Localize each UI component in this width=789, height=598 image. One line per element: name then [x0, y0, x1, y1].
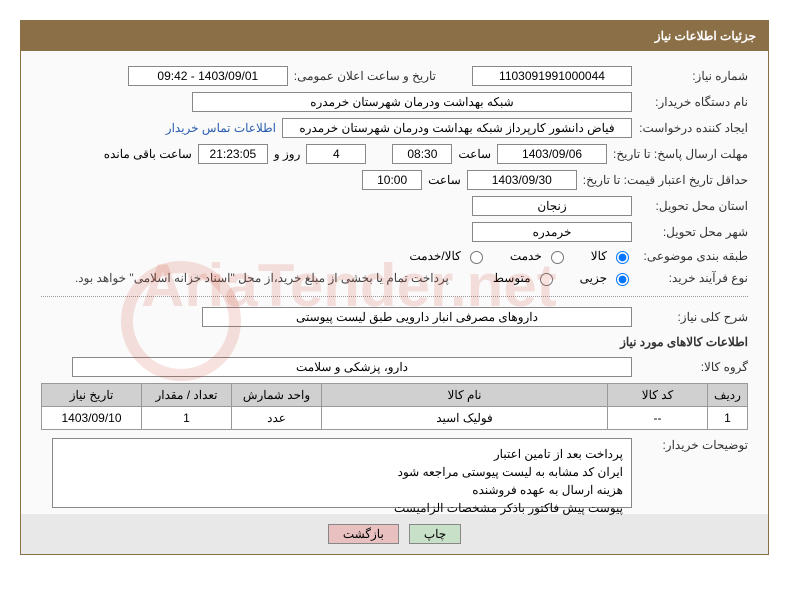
th-need-date: تاریخ نیاز — [42, 384, 142, 407]
province-field[interactable] — [472, 196, 632, 216]
overall-desc-field[interactable] — [202, 307, 632, 327]
day-and-label: روز و — [274, 147, 301, 161]
cell-name: فولیک اسید — [322, 407, 608, 430]
buyer-notes-label: توضیحات خریدار: — [638, 438, 748, 452]
min-valid-date-field[interactable] — [467, 170, 577, 190]
back-button[interactable]: بازگشت — [328, 524, 399, 544]
panel-title: جزئیات اطلاعات نیاز — [21, 21, 768, 51]
proc-medium-text: متوسط — [493, 271, 531, 285]
need-no-field[interactable] — [472, 66, 632, 86]
th-qty: تعداد / مقدار — [142, 384, 232, 407]
class-both-radio[interactable] — [470, 251, 483, 264]
reply-date-field[interactable] — [497, 144, 607, 164]
city-label: شهر محل تحویل: — [638, 225, 748, 239]
buyer-note-line: پرداخت بعد از تامین اعتبار — [61, 445, 623, 463]
city-field[interactable] — [472, 222, 632, 242]
th-unit: واحد شمارش — [232, 384, 322, 407]
province-label: استان محل تحویل: — [638, 199, 748, 213]
class-service-text: خدمت — [510, 249, 542, 263]
payment-note: پرداخت تمام یا بخشی از مبلغ خرید،از محل … — [75, 271, 449, 285]
buyer-note-line: پیوست پیش فاکتور باذکر مشخصات الزامیست — [61, 499, 623, 517]
need-no-label: شماره نیاز: — [638, 69, 748, 83]
classification-label: طبقه بندی موضوعی: — [638, 249, 748, 263]
class-service-radio[interactable] — [551, 251, 564, 264]
cell-code: -- — [608, 407, 708, 430]
th-row: ردیف — [708, 384, 748, 407]
days-left-field[interactable] — [306, 144, 366, 164]
creator-field[interactable] — [282, 118, 632, 138]
overall-desc-label: شرح کلی نیاز: — [638, 310, 748, 324]
reply-time-field[interactable] — [392, 144, 452, 164]
buyer-device-label: نام دستگاه خریدار: — [638, 95, 748, 109]
cell-qty: 1 — [142, 407, 232, 430]
cell-unit: عدد — [232, 407, 322, 430]
class-both-text: کالا/خدمت — [409, 249, 460, 263]
cell-need-date: 1403/09/10 — [42, 407, 142, 430]
table-row: 1 -- فولیک اسید عدد 1 1403/09/10 — [42, 407, 748, 430]
buyer-device-field[interactable] — [192, 92, 632, 112]
buy-process-label: نوع فرآیند خرید: — [638, 271, 748, 285]
buyer-note-line: هزینه ارسال به عهده فروشنده — [61, 481, 623, 499]
details-panel: جزئیات اطلاعات نیاز AriaTender.net شماره… — [20, 20, 769, 555]
hour-label-1: ساعت — [458, 147, 491, 161]
proc-medium-radio[interactable] — [540, 273, 553, 286]
proc-partial-text: جزیی — [580, 271, 607, 285]
items-table: ردیف کد کالا نام کالا واحد شمارش تعداد /… — [41, 383, 748, 430]
min-valid-label: حداقل تاریخ اعتبار قیمت: تا تاریخ: — [583, 173, 748, 187]
separator-1 — [41, 296, 748, 297]
hour-label-2: ساعت — [428, 173, 461, 187]
announce-dt-field[interactable] — [128, 66, 288, 86]
buyer-note-line: ایران کد مشابه به لیست پیوستی مراجعه شود — [61, 463, 623, 481]
announce-dt-label: تاریخ و ساعت اعلان عمومی: — [294, 69, 436, 83]
class-goods-radio[interactable] — [616, 251, 629, 264]
th-name: نام کالا — [322, 384, 608, 407]
reply-deadline-label: مهلت ارسال پاسخ: تا تاریخ: — [613, 147, 748, 161]
goods-group-field[interactable] — [72, 357, 632, 377]
buyer-notes-box: پرداخت بعد از تامین اعتبار ایران کد مشاب… — [52, 438, 632, 508]
proc-partial-radio[interactable] — [616, 273, 629, 286]
items-section-title: اطلاعات کالاهای مورد نیاز — [41, 335, 748, 349]
creator-label: ایجاد کننده درخواست: — [638, 121, 748, 135]
print-button[interactable]: چاپ — [409, 524, 461, 544]
goods-group-label: گروه کالا: — [638, 360, 748, 374]
th-code: کد کالا — [608, 384, 708, 407]
buyer-contact-link[interactable]: اطلاعات تماس خریدار — [166, 121, 276, 135]
min-valid-time-field[interactable] — [362, 170, 422, 190]
remaining-label: ساعت باقی مانده — [104, 147, 192, 161]
class-goods-text: کالا — [591, 249, 607, 263]
cell-row: 1 — [708, 407, 748, 430]
time-left-field[interactable] — [198, 144, 268, 164]
